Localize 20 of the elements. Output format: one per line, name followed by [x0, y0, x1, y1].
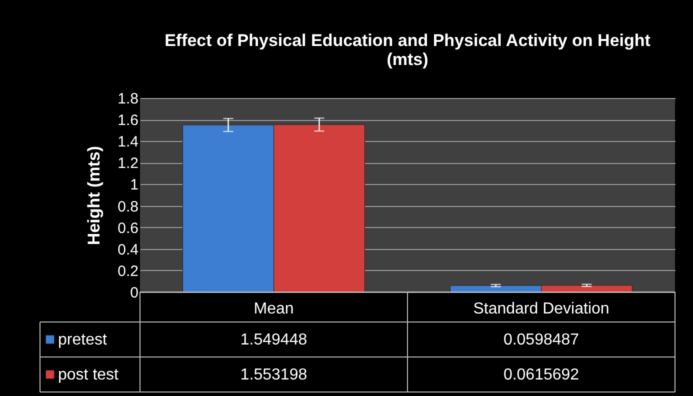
y-tick-label: 1.6: [118, 112, 138, 130]
data-label: 0.0615692: [503, 366, 580, 384]
y-tick-label: 0.2: [118, 262, 138, 280]
data-label: 0.0598487: [503, 332, 580, 348]
y-tick-label: 1.4: [118, 134, 138, 151]
y-tick-label: 0.4: [118, 241, 138, 258]
y-tick-label: 1.2: [118, 155, 138, 172]
x-tick-label: Mean: [254, 300, 294, 318]
chart-title: Effect of Physical Education and Physical Activity on Height (mts): [164, 31, 651, 69]
x-tick-label: Standard Deviation: [473, 300, 610, 318]
y-tick-label: 0: [130, 284, 138, 302]
data-label: 1.553198: [240, 366, 308, 384]
legend-label: pretest: [58, 332, 108, 348]
y-tick-label: 0.6: [118, 220, 138, 237]
data-label: 1.549448: [240, 332, 308, 348]
y-tick-label: 0.8: [118, 198, 138, 216]
y-tick-label: 1: [130, 176, 138, 194]
y-tick-label: 1.8: [118, 90, 138, 108]
y-axis-title: Height (mts): [84, 146, 104, 246]
legend-label: post test: [58, 366, 120, 384]
